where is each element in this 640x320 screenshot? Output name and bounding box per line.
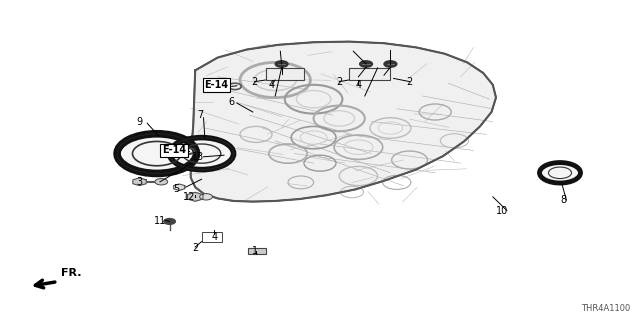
Text: 3: 3 — [136, 177, 143, 188]
Text: 6: 6 — [228, 97, 235, 108]
Circle shape — [543, 164, 577, 181]
Text: 4: 4 — [211, 232, 218, 242]
Circle shape — [384, 61, 397, 67]
Polygon shape — [188, 192, 203, 201]
Text: 13: 13 — [192, 152, 205, 162]
Circle shape — [173, 140, 230, 168]
Circle shape — [164, 219, 175, 224]
Text: 9: 9 — [136, 116, 143, 127]
Text: 10: 10 — [496, 206, 509, 216]
Bar — [248, 248, 266, 254]
Text: 2: 2 — [336, 76, 342, 87]
Polygon shape — [191, 42, 496, 202]
Text: FR.: FR. — [61, 268, 81, 278]
Text: 2: 2 — [192, 243, 198, 253]
Bar — [202, 232, 222, 242]
Polygon shape — [173, 184, 185, 190]
Bar — [349, 68, 390, 80]
Circle shape — [122, 136, 191, 171]
Text: 1: 1 — [252, 246, 258, 256]
Text: 2: 2 — [406, 76, 413, 87]
Text: 2: 2 — [252, 76, 258, 87]
Text: 11: 11 — [154, 216, 166, 226]
Polygon shape — [133, 178, 146, 186]
Bar — [266, 68, 304, 80]
Circle shape — [360, 61, 372, 67]
Text: 8: 8 — [560, 195, 566, 205]
Text: E-14: E-14 — [204, 80, 228, 90]
Circle shape — [155, 179, 168, 185]
Text: 7: 7 — [197, 110, 204, 120]
Text: E-14: E-14 — [162, 145, 186, 156]
Text: 5: 5 — [173, 184, 179, 194]
Circle shape — [275, 61, 288, 67]
Text: THR4A1100: THR4A1100 — [581, 304, 630, 313]
Circle shape — [200, 194, 212, 200]
Text: 4: 4 — [269, 80, 275, 90]
Text: 12: 12 — [182, 192, 195, 202]
Text: 4: 4 — [355, 80, 362, 90]
